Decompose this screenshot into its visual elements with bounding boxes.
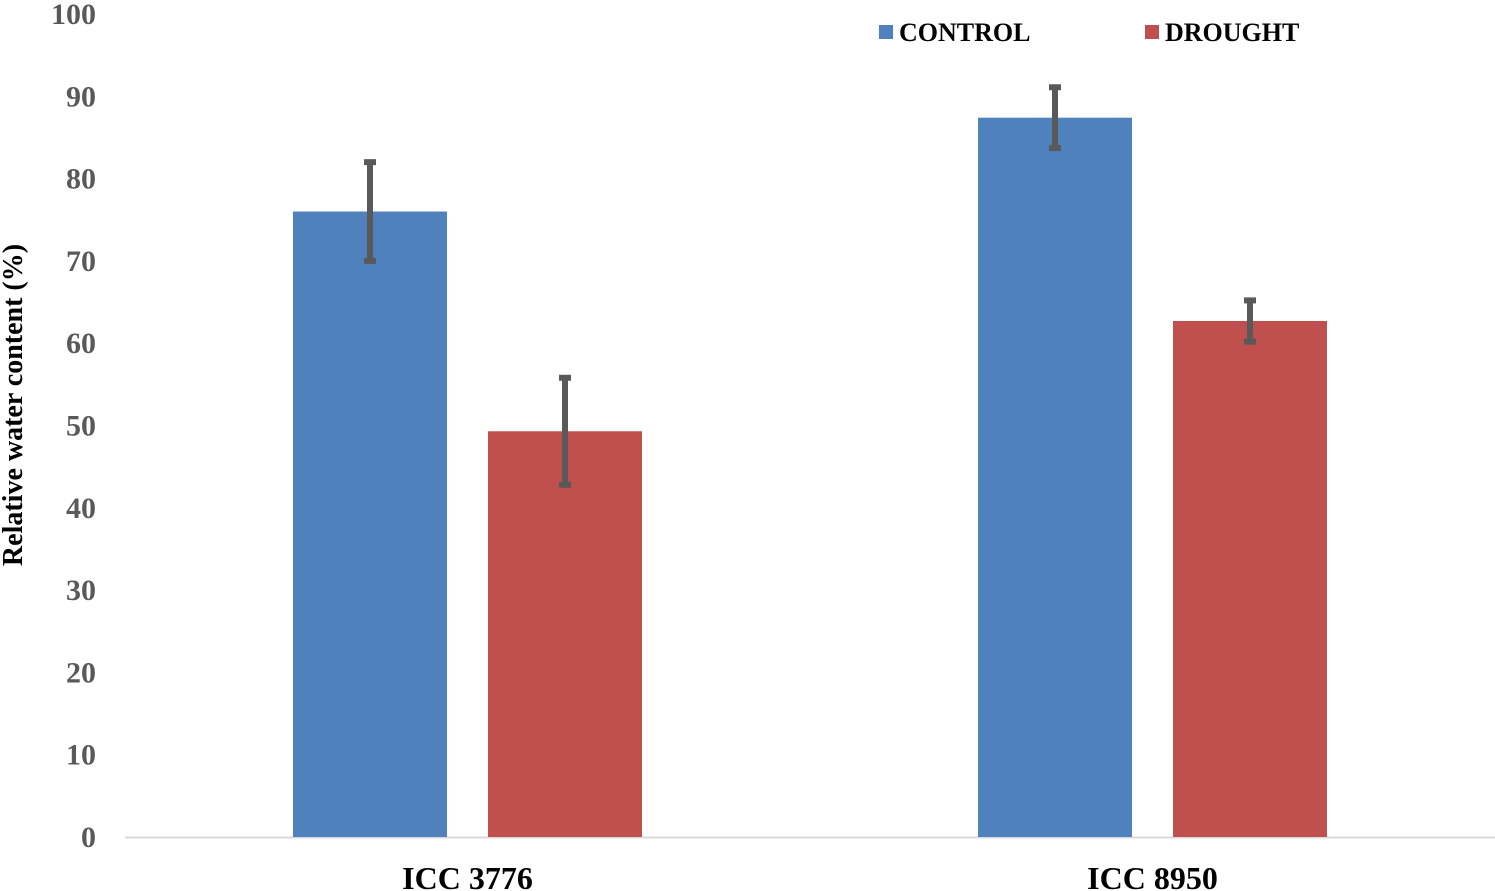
error-bar xyxy=(1244,297,1256,345)
legend-swatch-control xyxy=(879,25,893,39)
y-tick-label: 70 xyxy=(66,245,96,278)
bar-drought-2 xyxy=(1173,320,1327,837)
error-bar xyxy=(364,159,376,264)
category-label: ICC 3776 xyxy=(402,860,533,891)
bars xyxy=(293,117,1327,837)
error-bars xyxy=(364,84,1256,488)
bar-drought-1 xyxy=(488,431,642,837)
legend: CONTROL DROUGHT xyxy=(879,18,1299,47)
y-tick-label: 90 xyxy=(66,80,96,113)
y-tick-label: 60 xyxy=(66,327,96,360)
bar-control-1 xyxy=(293,211,447,837)
y-axis-ticks: 0 10 20 30 40 50 60 70 80 90 100 xyxy=(51,0,96,854)
y-tick-label: 0 xyxy=(81,821,96,854)
x-axis-categories: ICC 3776 ICC 8950 xyxy=(402,860,1218,891)
bar-control-2 xyxy=(978,117,1132,837)
y-tick-label: 40 xyxy=(66,492,96,525)
y-tick-label: 10 xyxy=(66,739,96,772)
y-tick-label: 20 xyxy=(66,656,96,689)
error-bar xyxy=(1049,84,1061,152)
legend-swatch-drought xyxy=(1145,25,1159,39)
error-bar xyxy=(559,374,571,488)
y-tick-label: 30 xyxy=(66,574,96,607)
y-tick-label: 50 xyxy=(66,410,96,443)
legend-label-control: CONTROL xyxy=(899,18,1030,47)
y-tick-label: 100 xyxy=(51,0,96,31)
y-tick-label: 80 xyxy=(66,163,96,196)
category-label: ICC 8950 xyxy=(1087,860,1218,891)
y-axis-label: Relative water content (%) xyxy=(0,244,29,566)
legend-label-drought: DROUGHT xyxy=(1165,18,1299,47)
